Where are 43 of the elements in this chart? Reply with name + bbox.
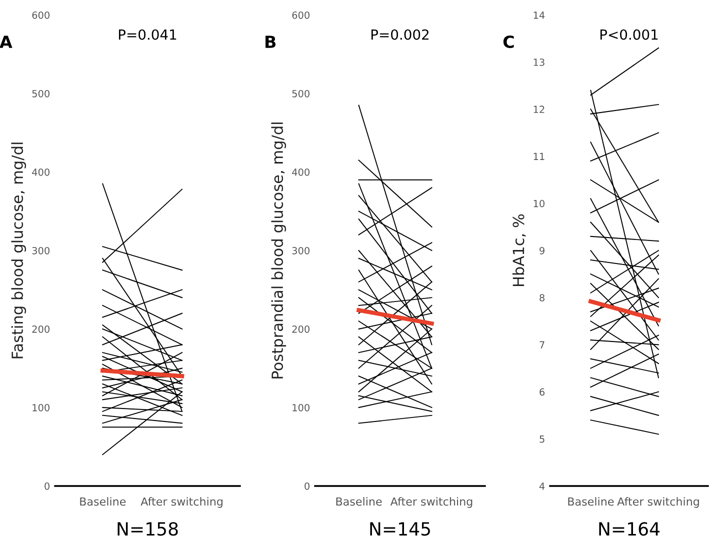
y-tick-label: 600 xyxy=(292,11,310,19)
y-tick-label: 0 xyxy=(304,482,310,490)
y-tick-label: 600 xyxy=(32,11,50,19)
y-axis-title: Postprandial blood glucose, mg/dl xyxy=(271,122,286,378)
x-axis-title: N=145 xyxy=(370,522,430,536)
y-tick-label: 14 xyxy=(534,12,545,19)
y-tick-label: 100 xyxy=(32,404,50,412)
y-tick-label: 4 xyxy=(539,482,545,490)
x-axis-title: N=164 xyxy=(599,522,660,536)
y-tick-label: 300 xyxy=(292,246,310,254)
x-tick-label: After switching xyxy=(617,497,699,508)
x-tick-label: Baseline xyxy=(80,497,126,506)
y-tick-label: 0 xyxy=(44,482,50,490)
text: A xyxy=(0,36,12,48)
y-axis-title: Fasting blood glucose, mg/dl xyxy=(11,142,26,358)
text: B xyxy=(266,36,276,48)
y-tick-label: 13 xyxy=(534,58,544,66)
text: P=0.002 xyxy=(371,29,428,40)
text: P<0.001 xyxy=(600,29,658,40)
y-tick-label: 500 xyxy=(32,90,50,98)
y-tick-label: 100 xyxy=(292,404,310,412)
y-tick-label: 6 xyxy=(540,388,545,396)
x-tick-label: Baseline xyxy=(336,497,382,506)
y-tick-label: 400 xyxy=(292,168,310,176)
y-tick-label: 300 xyxy=(32,246,50,254)
y-tick-label: 10 xyxy=(534,200,544,208)
text: P=0.041 xyxy=(118,29,176,40)
text: C xyxy=(503,35,514,48)
y-axis-title: HbA1c, % xyxy=(512,214,526,286)
y-tick-label: 9 xyxy=(540,246,544,254)
y-tick-label: 400 xyxy=(32,168,50,176)
y-tick-label: 12 xyxy=(534,106,544,113)
y-tick-label: 8 xyxy=(540,294,544,302)
y-tick-label: 7 xyxy=(540,341,544,348)
x-tick-label: Baseline xyxy=(568,497,614,506)
x-tick-label: After switching xyxy=(140,497,222,508)
y-tick-label: 11 xyxy=(534,152,544,160)
x-axis-title: N=158 xyxy=(118,522,178,536)
x-tick-label: After switching xyxy=(390,497,472,508)
y-tick-label: 500 xyxy=(292,90,310,98)
y-tick-label: 5 xyxy=(540,436,544,443)
y-tick-label: 200 xyxy=(32,325,50,333)
y-tick-label: 200 xyxy=(292,325,310,333)
